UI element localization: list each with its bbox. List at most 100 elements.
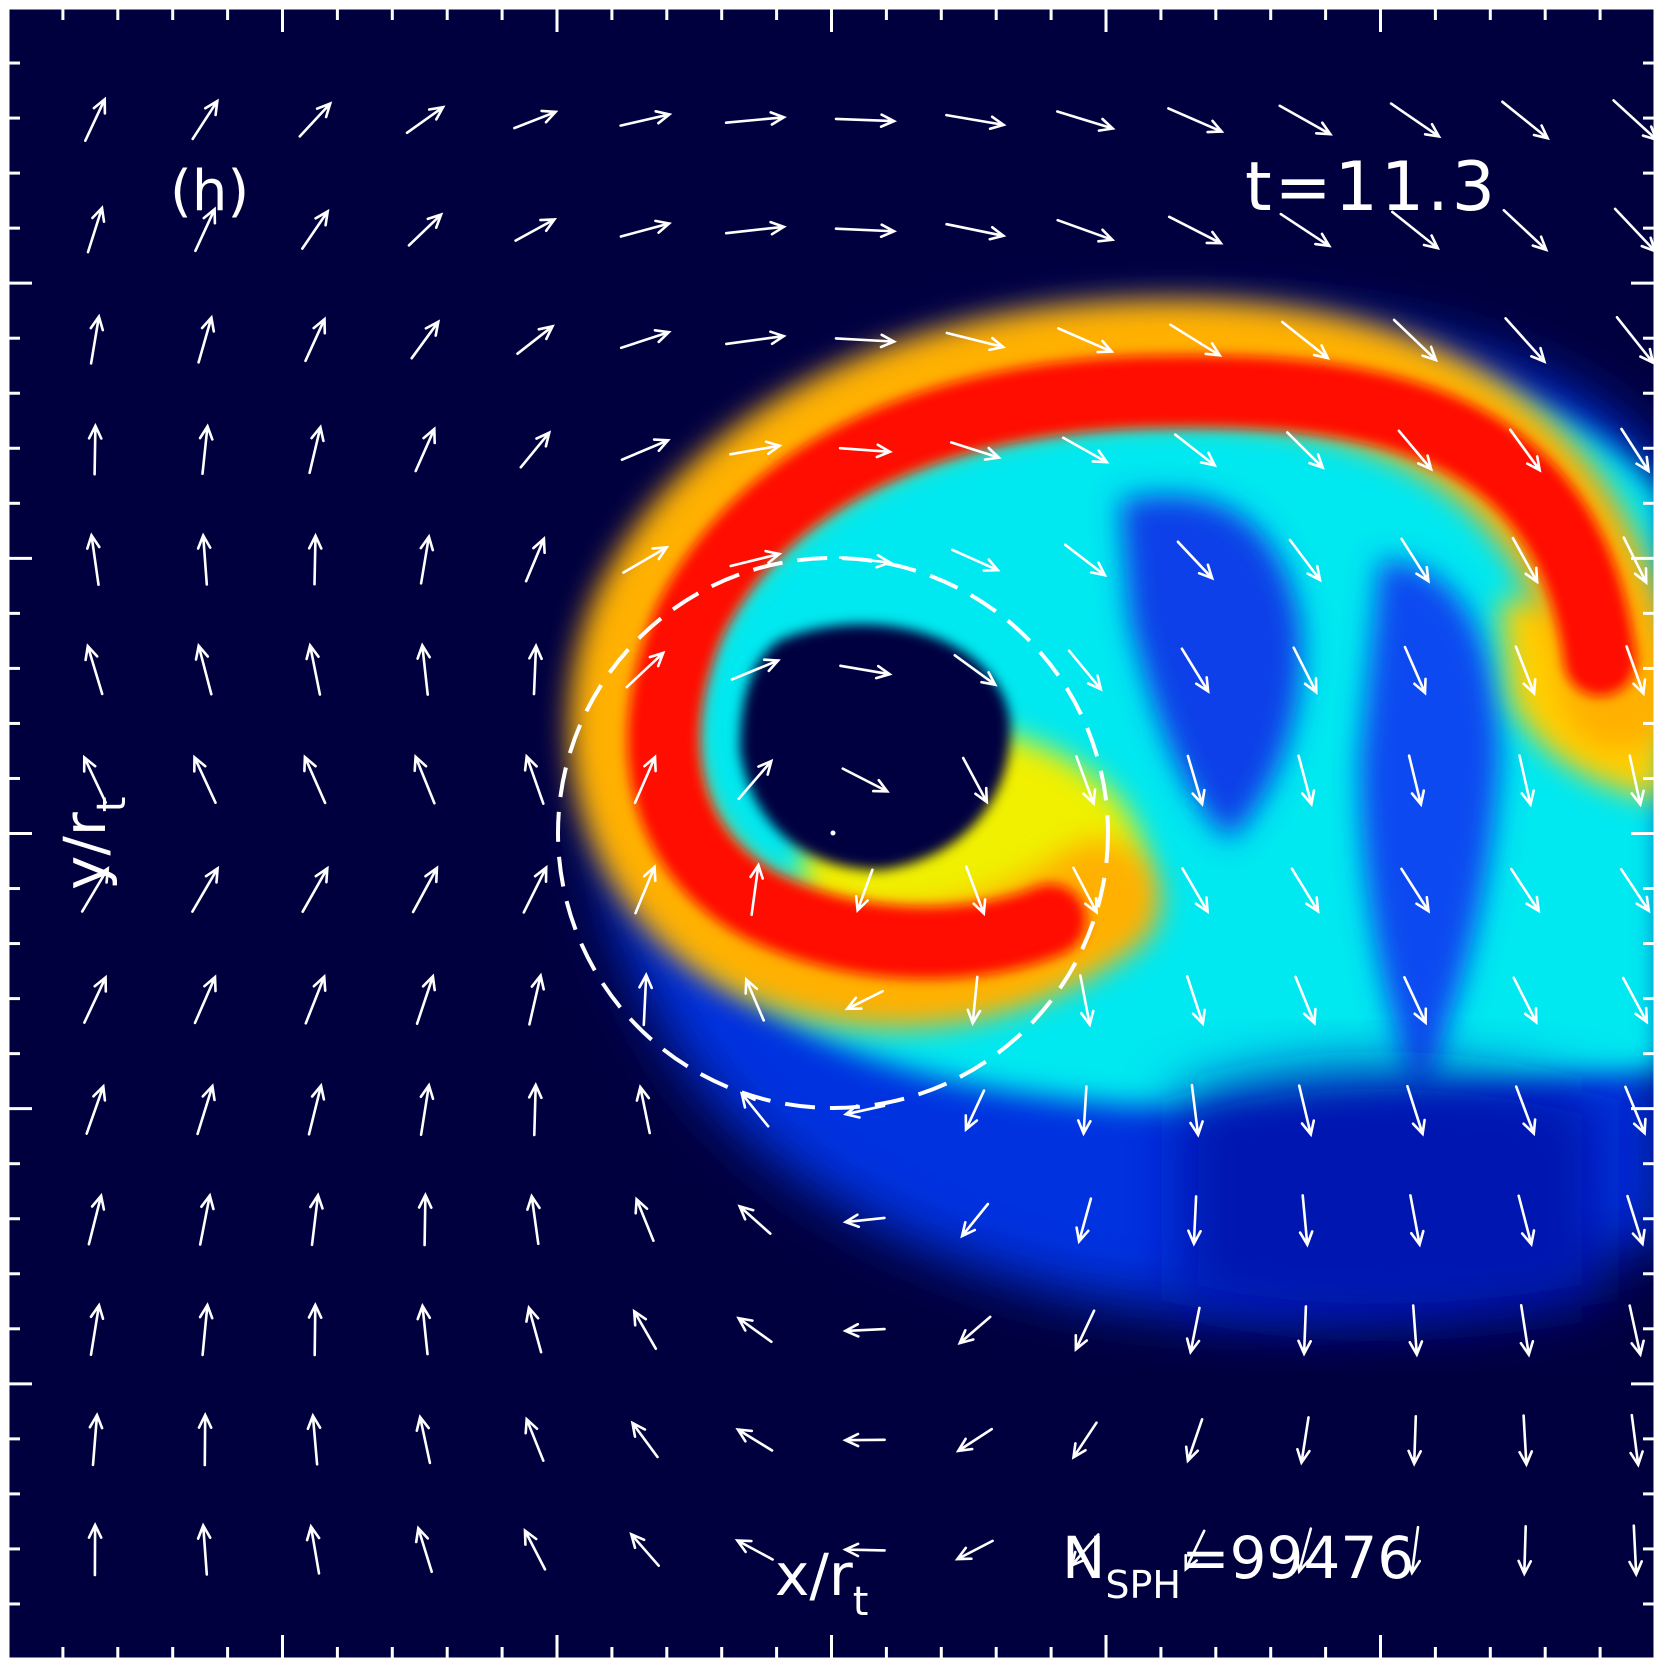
velocity-arrow [842, 1432, 886, 1448]
velocity-arrow [413, 754, 436, 805]
velocity-arrow [1629, 1413, 1644, 1468]
velocity-arrow [527, 1082, 543, 1137]
velocity-arrow [411, 865, 439, 914]
velocity-arrow [87, 1192, 106, 1246]
velocity-arrow [1297, 1084, 1316, 1138]
velocity-arrow [83, 974, 108, 1024]
velocity-arrow [834, 333, 897, 349]
velocity-arrow [196, 1083, 216, 1136]
velocity-arrow [415, 1414, 432, 1465]
velocity-arrow [960, 1202, 990, 1239]
velocity-arrow [1397, 429, 1434, 472]
velocity-arrow [1056, 110, 1116, 132]
velocity-arrow [303, 754, 327, 805]
velocity-arrow [1290, 867, 1320, 914]
velocity-arrow [737, 758, 774, 801]
velocity-arrow [198, 1192, 215, 1246]
velocity-arrow [1074, 1309, 1096, 1353]
velocity-arrow [1510, 867, 1541, 914]
velocity-arrow [729, 440, 783, 456]
velocity-arrow [1067, 649, 1103, 692]
velocity-arrow [1079, 974, 1095, 1028]
velocity-arrow [87, 1522, 103, 1577]
velocity-arrow [416, 1302, 432, 1356]
velocity-arrow [736, 1316, 773, 1344]
velocity-arrow [1075, 1197, 1093, 1245]
velocity-arrow [632, 1308, 658, 1350]
velocity-arrow [416, 642, 431, 696]
velocity-arrow [419, 1082, 435, 1136]
velocity-arrow [191, 865, 220, 913]
velocity-arrow [619, 219, 672, 238]
velocity-arrow [524, 1416, 545, 1462]
velocity-arrow [1619, 867, 1651, 914]
velocity-arrow [1279, 212, 1332, 248]
velocity-arrow [528, 972, 545, 1026]
velocity-arrow [842, 1104, 886, 1119]
velocity-arrow [193, 974, 217, 1025]
velocity-arrow [838, 553, 893, 569]
velocity-arrow [620, 438, 671, 461]
velocity-arrow [1612, 99, 1655, 141]
velocity-arrow [414, 426, 436, 473]
velocity-arrow [1297, 754, 1316, 808]
velocity-arrow [1509, 428, 1542, 473]
velocity-arrow [1185, 1306, 1201, 1356]
velocity-arrow [305, 642, 322, 696]
velocity-arrow [839, 664, 893, 680]
velocity-arrow [1409, 1194, 1425, 1248]
velocity-arrow [635, 1084, 651, 1135]
velocity-arrow [1063, 543, 1108, 578]
velocity-arrow [724, 220, 787, 236]
velocity-arrow [955, 1427, 993, 1453]
velocity-arrow [1295, 1527, 1313, 1575]
velocity-arrow [301, 865, 329, 913]
velocity-arrow [749, 862, 764, 917]
velocity-arrow [1408, 1304, 1424, 1358]
velocity-arrow [1622, 536, 1648, 586]
velocity-arrow [1281, 320, 1331, 360]
velocity-arrow [407, 212, 444, 247]
velocity-arrow [1400, 867, 1431, 914]
velocity-arrow [1056, 218, 1116, 243]
velocity-arrow [629, 1532, 660, 1567]
time-label: t=11.3 [1245, 148, 1498, 227]
velocity-arrow [419, 533, 435, 585]
velocity-arrow [196, 532, 212, 586]
velocity-arrow [1626, 1194, 1646, 1247]
velocity-arrow [304, 973, 327, 1025]
velocity-arrow [526, 1193, 541, 1246]
velocity-arrow [198, 1302, 214, 1357]
velocity-arrow [1072, 866, 1098, 915]
velocity-arrow [1514, 645, 1537, 697]
velocity-arrow [305, 1523, 321, 1575]
velocity-arrow [307, 1082, 326, 1136]
velocity-arrow [516, 324, 555, 355]
velocity-arrow [193, 754, 217, 804]
velocity-arrow [834, 113, 898, 128]
velocity-arrow [622, 545, 670, 574]
velocity-arrow [80, 865, 110, 913]
velocity-arrow [1392, 318, 1439, 363]
velocity-arrow [86, 205, 106, 254]
velocity-arrow [306, 1412, 322, 1466]
velocity-arrow [514, 217, 558, 242]
velocity-arrow [89, 1302, 105, 1356]
velocity-arrow [196, 1522, 212, 1576]
velocity-arrow [842, 1213, 886, 1229]
velocity-arrow [1167, 107, 1225, 134]
velocity-arrow [1061, 436, 1110, 464]
velocity-arrow [304, 316, 327, 363]
velocity-arrow [1298, 1194, 1314, 1248]
velocity-arrow [1286, 431, 1325, 470]
density-field [568, 299, 1655, 1323]
velocity-arrow [405, 105, 446, 135]
velocity-arrow [1621, 976, 1649, 1025]
velocity-arrow [854, 868, 874, 914]
velocity-arrow [725, 330, 787, 346]
velocity-arrow [1406, 1525, 1421, 1576]
velocity-arrow [86, 532, 101, 586]
velocity-arrow [744, 976, 765, 1022]
velocity-arrow [638, 972, 653, 1027]
